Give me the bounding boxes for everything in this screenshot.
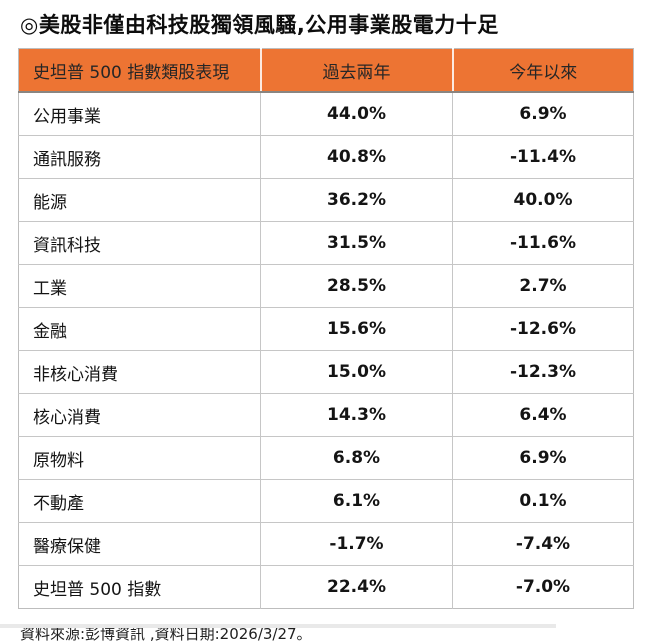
value-cell: 6.4%: [452, 393, 634, 437]
value-cell: 28.5%: [260, 264, 453, 308]
table-row: 不動產 6.1% 0.1%: [18, 479, 634, 523]
horizontal-scrollbar[interactable]: [0, 624, 556, 628]
table-row: 核心消費 14.3% 6.4%: [18, 393, 634, 437]
value-cell: -12.3%: [452, 350, 634, 394]
sector-name-cell: 能源: [18, 178, 261, 222]
value-cell: 36.2%: [260, 178, 453, 222]
value-cell: -11.4%: [452, 135, 634, 179]
value-cell: 44.0%: [260, 92, 453, 136]
table-row: 能源 36.2% 40.0%: [18, 178, 634, 222]
sector-name-cell: 公用事業: [18, 92, 261, 136]
sector-name-cell: 醫療保健: [18, 522, 261, 566]
sector-name-cell: 資訊科技: [18, 221, 261, 265]
value-cell: 6.9%: [452, 436, 634, 480]
value-cell: 0.1%: [452, 479, 634, 523]
table-row: 金融 15.6% -12.6%: [18, 307, 634, 351]
value-cell: 22.4%: [260, 565, 453, 609]
value-cell: -7.0%: [452, 565, 634, 609]
table-row: 史坦普 500 指數 22.4% -7.0%: [18, 565, 634, 609]
value-cell: 6.1%: [260, 479, 453, 523]
value-cell: -12.6%: [452, 307, 634, 351]
table-row: 非核心消費 15.0% -12.3%: [18, 350, 634, 394]
header-cell-sector: 史坦普 500 指數類股表現: [18, 48, 261, 93]
sector-name-cell: 不動產: [18, 479, 261, 523]
value-cell: -1.7%: [260, 522, 453, 566]
table-row: 醫療保健 -1.7% -7.4%: [18, 522, 634, 566]
sector-name-cell: 原物料: [18, 436, 261, 480]
header-cell-year-to-date: 今年以來: [451, 48, 634, 93]
value-cell: -7.4%: [452, 522, 634, 566]
value-cell: -11.6%: [452, 221, 634, 265]
table-row: 資訊科技 31.5% -11.6%: [18, 221, 634, 265]
table-body: 公用事業 44.0% 6.9% 通訊服務 40.8% -11.4% 能源 36.2% 40.0%…: [18, 92, 634, 609]
table-row: 工業 28.5% 2.7%: [18, 264, 634, 308]
sector-name-cell: 金融: [18, 307, 261, 351]
page-title: ◎美股非僅由科技股獨領風騷,公用事業股電力十足: [20, 13, 499, 37]
sector-name-cell: 通訊服務: [18, 135, 261, 179]
value-cell: 6.9%: [452, 92, 634, 136]
sector-name-cell: 工業: [18, 264, 261, 308]
sector-name-cell: 非核心消費: [18, 350, 261, 394]
value-cell: 31.5%: [260, 221, 453, 265]
value-cell: 15.0%: [260, 350, 453, 394]
sector-name-cell: 核心消費: [18, 393, 261, 437]
header-cell-past-two-years: 過去兩年: [259, 48, 453, 93]
value-cell: 2.7%: [452, 264, 634, 308]
value-cell: 40.0%: [452, 178, 634, 222]
sector-performance-table: 史坦普 500 指數類股表現 過去兩年 今年以來 公用事業 44.0% 6.9% 通訊…: [18, 48, 634, 609]
sector-name-cell: 史坦普 500 指數: [18, 565, 261, 609]
table-row: 公用事業 44.0% 6.9%: [18, 92, 634, 136]
table-row: 原物料 6.8% 6.9%: [18, 436, 634, 480]
table-row: 通訊服務 40.8% -11.4%: [18, 135, 634, 179]
value-cell: 15.6%: [260, 307, 453, 351]
value-cell: 14.3%: [260, 393, 453, 437]
table-header-row: 史坦普 500 指數類股表現 過去兩年 今年以來: [18, 48, 634, 93]
value-cell: 6.8%: [260, 436, 453, 480]
value-cell: 40.8%: [260, 135, 453, 179]
